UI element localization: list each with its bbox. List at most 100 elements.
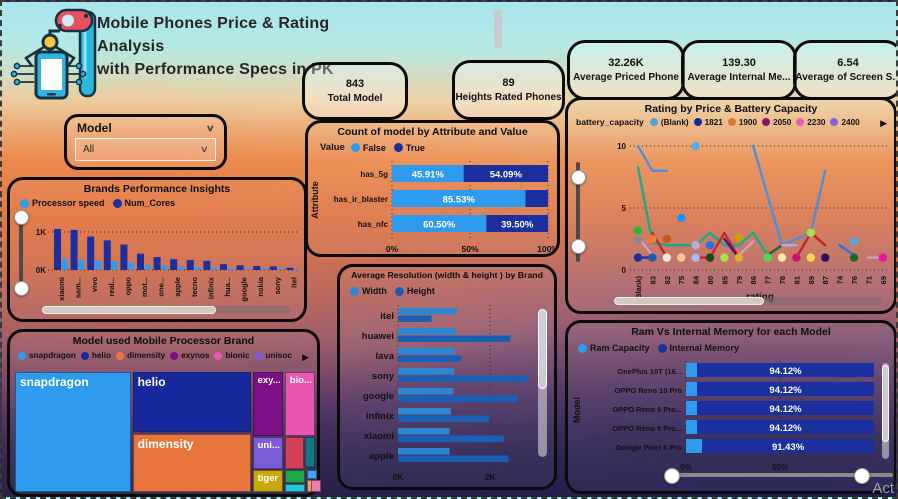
dropdown-value: All	[83, 144, 95, 155]
legend-item[interactable]: (Blank)	[649, 118, 689, 127]
svg-text:xiaomi: xiaomi	[57, 277, 66, 301]
scrollbar-thumb[interactable]	[614, 297, 765, 305]
legend-item[interactable]: 2230	[796, 118, 825, 127]
vertical-range-slider[interactable]	[14, 210, 29, 296]
svg-text:apple: apple	[369, 451, 394, 462]
chart-title: Brands Performance Insights	[83, 183, 231, 195]
chart-title: Count of model by Attribute and Value	[337, 126, 528, 138]
svg-text:100%: 100%	[537, 244, 556, 254]
scrollbar-thumb[interactable]	[494, 10, 502, 48]
legend-item[interactable]: Width	[350, 286, 387, 296]
legend-dot	[115, 351, 124, 360]
scrollbar-thumb[interactable]	[538, 309, 547, 389]
legend-item[interactable]: helio	[80, 351, 111, 360]
legend-dot	[578, 343, 587, 353]
legend-more-arrow-icon[interactable]: ▶	[302, 352, 309, 362]
treemap-tile[interactable]: helio	[132, 372, 251, 433]
attribute-count-chart[interactable]: 45.91% 54.09% has_5g 85.53% has_ir_blaster 60…	[318, 159, 559, 260]
ram-memory-chart[interactable]: 94.12% OnePlus 10T (16... 94.12% OPPO Reno …	[578, 359, 888, 478]
slider-handle[interactable]	[14, 281, 29, 296]
legend-item[interactable]: dimensity	[115, 351, 165, 360]
treemap-tile[interactable]	[284, 470, 306, 483]
treemap-chart[interactable]: snapdragon helio dimensity exy... bio... uni.…	[15, 372, 322, 492]
robot-arm-phone-logo-icon	[10, 8, 97, 100]
treemap-tile[interactable]: dimensity	[132, 433, 251, 492]
legend-item[interactable]: Processor speed	[20, 198, 105, 208]
legend-item[interactable]: 1900	[727, 118, 757, 127]
treemap-tile[interactable]	[306, 470, 317, 480]
horizontal-scrollbar[interactable]	[42, 306, 290, 314]
svg-text:94.12%: 94.12%	[769, 385, 802, 396]
legend-item[interactable]: exynos	[170, 351, 209, 360]
legend-more-arrow-icon[interactable]: ▶	[880, 118, 887, 128]
legend-item[interactable]: False	[350, 143, 386, 153]
svg-text:sam...: sam...	[74, 277, 83, 298]
horizontal-range-slider[interactable]	[664, 468, 893, 484]
treemap-tile[interactable]	[305, 436, 316, 468]
chart-title: Average Resolution (width & height ) by …	[351, 270, 543, 280]
legend-item[interactable]: 1821	[693, 118, 723, 127]
kpi-total-model: 843 Total Model	[302, 62, 408, 120]
legend-item[interactable]: snapdragon	[18, 351, 76, 360]
treemap-tile[interactable]: bio...	[284, 372, 315, 436]
slider-handle[interactable]	[14, 210, 29, 225]
slider-handle[interactable]	[571, 170, 586, 185]
kpi-average-price: 32.26K Average Priced Phone	[567, 40, 685, 100]
legend-item[interactable]: bionic	[214, 351, 250, 360]
scrollbar-thumb[interactable]	[42, 306, 216, 314]
legend-item[interactable]: 2400	[830, 118, 860, 127]
vertical-range-slider[interactable]	[571, 162, 586, 262]
treemap-tile[interactable]	[284, 483, 306, 492]
treemap-tile[interactable]	[284, 436, 304, 470]
legend-dot	[18, 351, 26, 360]
svg-text:hua...: hua...	[223, 277, 232, 297]
legend-item[interactable]: Height	[394, 286, 435, 296]
legend-dot	[727, 118, 736, 126]
svg-text:0%: 0%	[680, 463, 692, 472]
slider-handle[interactable]	[854, 468, 870, 484]
chart-title: Rating by Price & Battery Capacity	[644, 103, 818, 115]
legend-item[interactable]: Ram Capacity	[578, 343, 650, 353]
processor-treemap-panel: Model used Mobile Processor Brand snapdr…	[7, 329, 322, 497]
legend-dot	[350, 143, 360, 152]
horizontal-scrollbar[interactable]	[614, 297, 882, 305]
legend-item[interactable]: unisoc	[254, 351, 292, 360]
brands-chart[interactable]: 0K 1K xiaomi sam... vivo real... oppo mot... one…	[34, 212, 302, 319]
svg-text:0: 0	[622, 266, 627, 275]
svg-text:74: 74	[836, 275, 845, 284]
svg-text:94.12%: 94.12%	[769, 404, 802, 415]
legend-dot	[762, 118, 771, 126]
svg-text:Google Pixel 6 Pro: Google Pixel 6 Pro	[616, 443, 683, 452]
treemap-tile[interactable]: snapdragon	[15, 372, 131, 492]
scrollbar-thumb[interactable]	[882, 365, 889, 442]
legend-item[interactable]: True	[393, 143, 425, 153]
kpi-value: 843	[345, 78, 365, 90]
treemap-tile[interactable]: tiger	[252, 470, 284, 492]
svg-text:huawei: huawei	[362, 331, 394, 342]
model-dropdown[interactable]: All ∨	[75, 138, 216, 161]
legend-item[interactable]: 2050	[762, 118, 791, 127]
legend-dot	[20, 198, 29, 208]
treemap-tile[interactable]	[311, 479, 322, 492]
rating-price-chart[interactable]: 0 5 10 (Blank) 83 82 75 84 80 85 79 86 77 78 81 89 87 74 7…	[590, 132, 894, 307]
vertical-scrollbar[interactable]	[538, 309, 547, 457]
legend-dot	[394, 286, 404, 296]
chevron-down-icon[interactable]: ∨	[206, 122, 216, 133]
legend: battery_capacity (Blank) 1821 1900 2050 2230…	[576, 117, 876, 127]
legend-item[interactable]: Internal Memory	[657, 343, 739, 353]
svg-text:apple: apple	[173, 277, 182, 297]
slider-handle[interactable]	[571, 239, 586, 254]
svg-text:infinix: infinix	[206, 276, 215, 299]
svg-text:69: 69	[879, 276, 888, 284]
kpi-label: Average Internal Me...	[687, 72, 791, 83]
treemap-tile[interactable]: uni...	[252, 436, 284, 470]
svg-text:50%: 50%	[772, 463, 788, 472]
legend-item[interactable]: Num_Cores	[112, 198, 175, 208]
svg-text:has_ir_blaster: has_ir_blaster	[334, 195, 388, 204]
vertical-scrollbar[interactable]	[882, 363, 889, 459]
slider-handle[interactable]	[664, 468, 680, 484]
svg-text:94.12%: 94.12%	[769, 423, 802, 434]
avg-resolution-chart[interactable]: itel huawei lava sony google infinix xiaomi app…	[348, 303, 544, 494]
treemap-tile[interactable]: exy...	[252, 372, 284, 436]
